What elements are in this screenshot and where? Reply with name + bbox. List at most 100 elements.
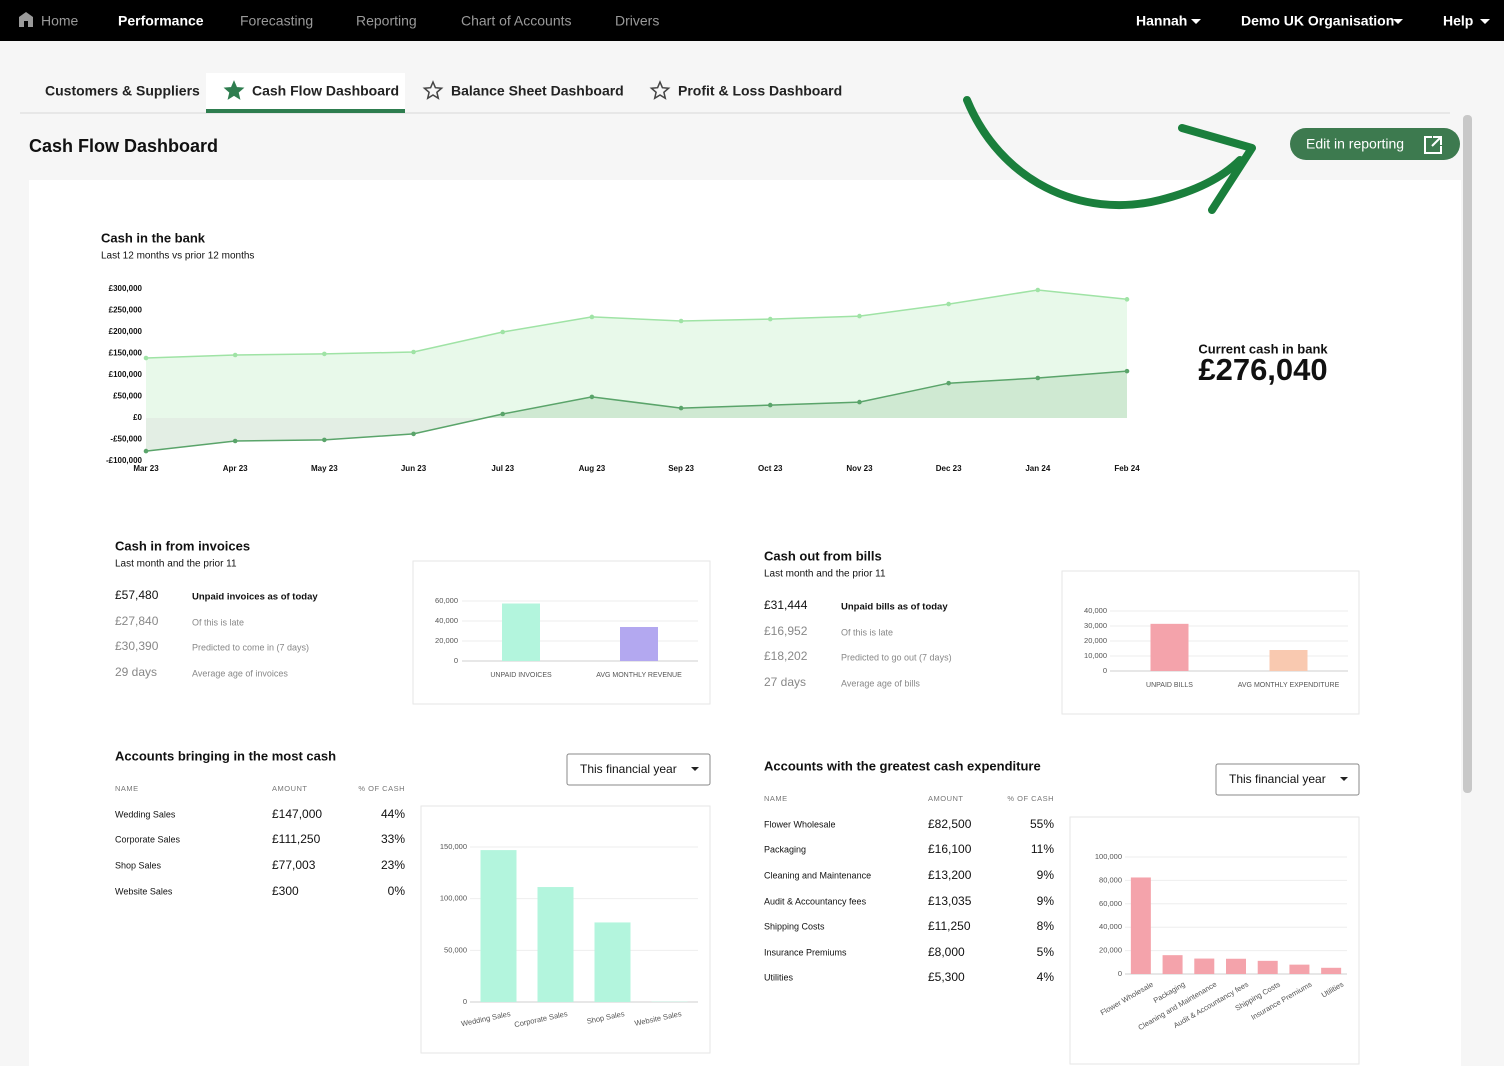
tab[interactable]: Customers & Suppliers [45, 83, 200, 99]
y-tick-label: -£100,000 [106, 456, 143, 465]
x-tick-label: Jun 23 [401, 464, 427, 473]
table-cell: £11,250 [928, 919, 971, 933]
table-cell: Flower Wholesale [764, 819, 836, 829]
current-cash-value: £276,040 [1198, 352, 1327, 387]
dropdown-label[interactable]: This financial year [1229, 772, 1326, 786]
nav-item[interactable]: Drivers [615, 13, 659, 29]
y-tick-label: 20,000 [435, 636, 458, 645]
tab[interactable]: Cash Flow Dashboard [252, 83, 399, 99]
y-tick-label: 150,000 [440, 842, 467, 851]
stat-label: Of this is late [192, 617, 244, 627]
stat-value: 29 days [115, 665, 157, 679]
dropdown[interactable] [566, 753, 711, 786]
y-tick-label: £300,000 [109, 284, 143, 293]
x-tick-label: May 23 [311, 464, 338, 473]
point [946, 301, 951, 307]
stat-value: £57,480 [115, 588, 159, 602]
nav-item[interactable]: Reporting [356, 13, 417, 29]
point [767, 402, 773, 408]
y-tick-label: 10,000 [1084, 651, 1107, 660]
column-header: % OF CASH [1007, 794, 1054, 803]
table-cell: Packaging [764, 844, 806, 854]
y-tick-label: 0 [1118, 969, 1122, 978]
x-tick-label: Sep 23 [668, 464, 694, 473]
star-icon [223, 80, 245, 100]
stat-value: £16,952 [764, 624, 808, 638]
nav-item[interactable]: Performance [118, 13, 204, 29]
table-cell: £13,200 [928, 868, 972, 882]
table-cell: 23% [381, 858, 405, 872]
table-cell: £77,003 [272, 858, 316, 872]
bar [1321, 967, 1342, 974]
nav-item[interactable]: Home [41, 13, 79, 29]
table-cell: 0% [388, 884, 406, 898]
stat-label: Average age of bills [841, 678, 920, 688]
table-cell: 5% [1037, 945, 1055, 959]
y-tick-label: 40,000 [1099, 922, 1122, 931]
nav-help[interactable]: Help [1443, 13, 1473, 29]
edit-button-label[interactable]: Edit in reporting [1306, 136, 1404, 152]
stat-value: 27 days [764, 675, 806, 689]
y-tick-label: £250,000 [109, 306, 143, 315]
nav-user[interactable]: Hannah [1136, 13, 1187, 29]
nav-item[interactable]: Forecasting [240, 13, 313, 29]
point [678, 405, 684, 411]
edit-button[interactable] [1290, 128, 1460, 160]
tab[interactable]: Balance Sheet Dashboard [451, 83, 624, 99]
y-tick-label: £50,000 [113, 392, 142, 401]
point [232, 352, 238, 358]
tab[interactable]: Profit & Loss Dashboard [678, 83, 842, 99]
y-tick-label: 0 [463, 997, 467, 1006]
table-cell: £13,035 [928, 894, 972, 908]
arrow-head [1178, 124, 1256, 214]
y-tick-label: £200,000 [109, 327, 143, 336]
bar [537, 887, 574, 1002]
active-tab-underline [206, 109, 405, 113]
table-cell: Utilities [764, 972, 794, 982]
dropdown[interactable] [1215, 763, 1360, 796]
y-tick-label: £0 [133, 413, 142, 422]
bar [1269, 650, 1308, 671]
table-cell: 9% [1037, 894, 1055, 908]
y-tick-label: £100,000 [109, 370, 143, 379]
point [500, 329, 506, 335]
star-icon [422, 80, 444, 100]
y-tick-label: 40,000 [435, 616, 458, 625]
table-cell: 9% [1037, 868, 1055, 882]
area [146, 290, 1127, 418]
y-tick-label: 80,000 [1099, 875, 1122, 884]
section-subtitle: Last month and the prior 11 [764, 569, 886, 580]
stat-value: £30,390 [115, 639, 159, 653]
bar [594, 922, 631, 1002]
y-tick-label: 20,000 [1099, 946, 1122, 955]
stat-value: £31,444 [764, 598, 808, 612]
y-tick-label: -£50,000 [110, 435, 142, 444]
bar [1162, 955, 1183, 974]
bar [1257, 960, 1278, 974]
point [1124, 297, 1130, 302]
table-cell: Shipping Costs [764, 921, 825, 931]
y-tick-label: 50,000 [444, 945, 467, 954]
table-cell: Shop Sales [115, 860, 162, 870]
dropdown-label[interactable]: This financial year [580, 762, 677, 776]
table-cell: Cleaning and Maintenance [764, 870, 871, 880]
current-cash-label: Current cash in bank [1198, 341, 1328, 356]
y-tick-label: 100,000 [440, 894, 467, 903]
table-cell: £82,500 [928, 817, 972, 831]
table-cell: 55% [1030, 817, 1054, 831]
point [232, 438, 238, 444]
table-cell: £147,000 [272, 807, 322, 821]
nav-org[interactable]: Demo UK Organisation [1241, 13, 1394, 29]
nav-item[interactable]: Chart of Accounts [461, 13, 572, 29]
y-tick-label: 30,000 [1084, 621, 1107, 630]
x-tick-label: AVG MONTHLY REVENUE [596, 672, 682, 679]
x-tick-label: Feb 24 [1114, 464, 1140, 473]
table-cell: Audit & Accountancy fees [764, 896, 867, 906]
point [322, 351, 327, 357]
arrow [963, 96, 1244, 210]
scrollbar[interactable] [1463, 115, 1472, 793]
home-icon[interactable] [19, 12, 33, 27]
table-cell: £16,100 [928, 842, 972, 856]
x-tick-label: UNPAID INVOICES [490, 672, 552, 679]
column-header: AMOUNT [272, 784, 308, 793]
